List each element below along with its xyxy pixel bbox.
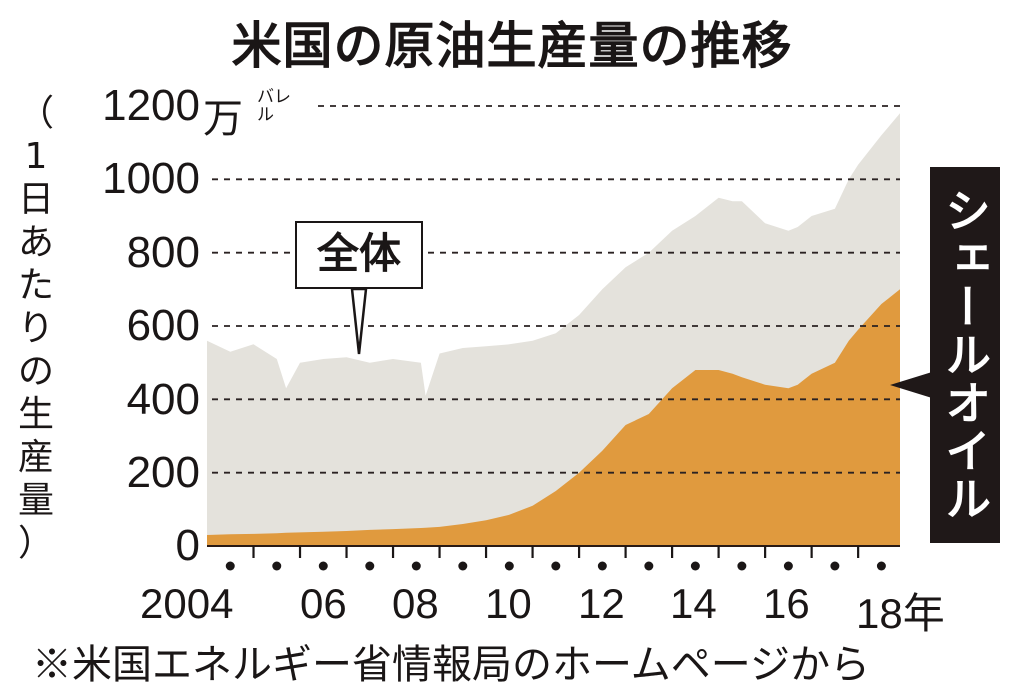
year-dot — [690, 561, 700, 571]
year-dot — [644, 561, 654, 571]
year-dot — [876, 561, 886, 571]
x-tick-2004: 2004 — [140, 580, 234, 627]
y-label-char: （ — [17, 93, 54, 134]
source-note: ※米国エネルギー省情報局のホームページから — [32, 642, 870, 688]
year-dot — [597, 561, 607, 571]
x-tick-18: 18年 — [856, 590, 945, 637]
y-tick-800: 800 — [126, 228, 200, 277]
y-unit-barrel-text: バレル — [257, 87, 291, 125]
x-tick-10: 10 — [485, 580, 532, 627]
year-dot — [458, 561, 468, 571]
y-tick-400: 400 — [126, 375, 200, 424]
y-tick-600: 600 — [126, 301, 200, 350]
year-dot — [783, 561, 793, 571]
x-tick-16: 16 — [763, 580, 810, 627]
y-label-char: り — [17, 308, 54, 349]
x-tick-14: 14 — [670, 580, 717, 627]
x-axis — [207, 545, 900, 571]
y-label-char: 日 — [17, 179, 54, 220]
y-label-char: の — [17, 351, 54, 392]
year-dot — [830, 561, 840, 571]
gridlines — [212, 105, 900, 474]
y-label-char: 産 — [17, 437, 54, 478]
shale-area — [207, 289, 900, 546]
chart-title: 米国の原油生産量の推移 — [231, 17, 793, 75]
shale-series-label: シェールオイル — [930, 167, 1000, 543]
y-axis-label: （ 1 日 あ た り の 生 産 量 ） — [14, 92, 58, 565]
year-dot — [737, 561, 747, 571]
shale-pointer-icon — [890, 372, 932, 398]
y-label-char: た — [17, 265, 54, 306]
year-dot — [551, 561, 561, 571]
year-dot — [225, 561, 235, 571]
y-label-char: ） — [17, 523, 54, 564]
y-tick-0: 0 — [175, 521, 200, 570]
y-label-char: あ — [17, 222, 54, 263]
y-tick-1200: 1200 — [102, 81, 200, 130]
x-tick-06: 06 — [300, 580, 347, 627]
year-dot — [504, 561, 514, 571]
total-callout-pointer — [350, 287, 368, 355]
year-dot — [365, 561, 375, 571]
year-dot — [318, 561, 328, 571]
total-series-label: 全体 — [295, 221, 423, 289]
x-tick-08: 08 — [392, 580, 439, 627]
y-tick-1000: 1000 — [102, 154, 200, 203]
y-label-char: 生 — [17, 394, 54, 435]
y-unit-man: 万 — [203, 96, 243, 142]
y-label-char: 1 — [24, 136, 48, 177]
y-tick-200: 200 — [126, 448, 200, 497]
year-dot — [411, 561, 421, 571]
area-series — [207, 113, 900, 547]
year-dot — [272, 561, 282, 571]
x-tick-12: 12 — [578, 580, 625, 627]
y-unit-barrel: バレル — [257, 88, 299, 124]
y-label-char: 量 — [17, 480, 54, 521]
